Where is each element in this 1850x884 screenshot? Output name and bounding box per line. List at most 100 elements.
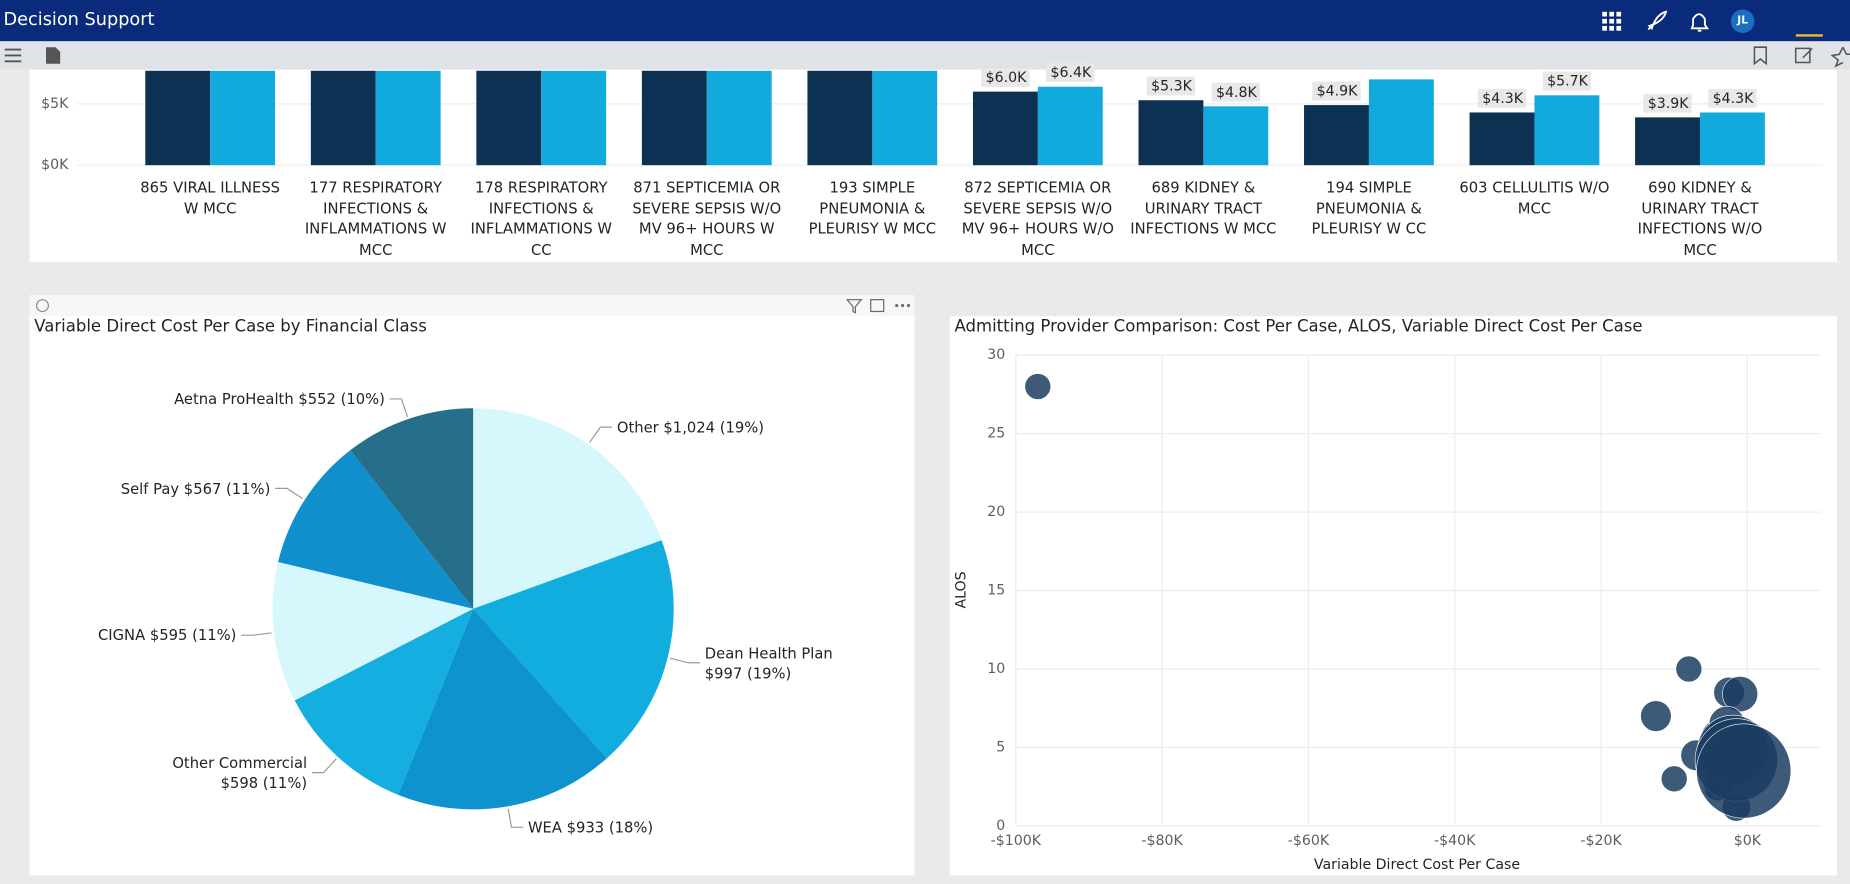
chart-title: Admitting Provider Comparison: Cost Per … — [954, 317, 1643, 337]
data-label: $6.4K — [1051, 65, 1092, 81]
x-tick-label: -$100K — [991, 833, 1042, 849]
chart-title: Variable Direct Cost Per Case by Financi… — [34, 317, 427, 337]
visual-header — [29, 294, 915, 317]
app-header: Decision Support JL — [0, 0, 1850, 42]
slice-label: Other Commercial $598 (11%) — [172, 753, 308, 792]
slice-label: Other $1,024 (19%) — [616, 418, 765, 436]
leader-line — [275, 487, 304, 500]
slice-label: Aetna ProHealth $552 (10%) — [174, 390, 385, 408]
x-tick-label: 865 VIRAL ILLNESS W MCC — [140, 178, 281, 217]
y-tick-label: 20 — [987, 504, 1005, 520]
leader-line — [311, 758, 337, 774]
pie-slice — [272, 561, 474, 701]
rocket-icon[interactable] — [1647, 10, 1668, 31]
bar — [972, 91, 1038, 166]
bar — [1534, 95, 1600, 166]
data-label-box — [1643, 93, 1692, 113]
data-label: $5.3K — [1151, 79, 1192, 95]
y-tick-label: 0 — [996, 818, 1005, 834]
leader-line — [669, 657, 701, 664]
data-label: $4.9K — [1317, 84, 1358, 100]
header-icons — [1602, 10, 1823, 37]
leader-line — [389, 398, 409, 417]
x-tick-label: $0K — [1734, 833, 1762, 849]
x-tick-label: 177 RESPIRATORY INFECTIONS & INFLAMMATIO… — [304, 178, 447, 258]
pie-slice — [398, 608, 607, 810]
data-label: $3.9K — [1648, 96, 1689, 112]
x-tick-label: -$80K — [1141, 833, 1183, 849]
edit-icon[interactable] — [1794, 47, 1813, 64]
focus-icon[interactable] — [870, 299, 885, 313]
pie-slice — [294, 608, 474, 795]
bar — [706, 70, 772, 166]
leader-line — [589, 426, 613, 443]
x-tick-label: 689 KIDNEY & URINARY TRACT INFECTIONS W … — [1130, 178, 1277, 238]
data-label-box — [1211, 82, 1261, 102]
avatar[interactable]: JL — [1730, 9, 1755, 34]
bars — [145, 70, 1765, 166]
bar — [1138, 100, 1204, 166]
apps-icon[interactable] — [1602, 11, 1622, 31]
scatter-panel — [949, 316, 1838, 876]
info-icon[interactable] — [35, 299, 49, 313]
data-label-box — [1046, 63, 1095, 83]
data-label: $4.3K — [1482, 91, 1523, 107]
y-tick-label: $5K — [41, 96, 69, 112]
x-tick-label: -$20K — [1580, 833, 1622, 849]
data-label-box — [1542, 71, 1592, 91]
bar — [1203, 106, 1269, 166]
bar — [807, 70, 873, 166]
bell-icon[interactable] — [1690, 13, 1710, 32]
data-label: $6.0K — [986, 70, 1027, 86]
x-axis-title: Variable Direct Cost Per Case — [1314, 857, 1520, 873]
y-tick-label: $0K — [41, 157, 69, 173]
y-tick-label: 10 — [987, 661, 1005, 677]
bar — [476, 70, 542, 166]
x-tick-label: 194 SIMPLE PNEUMONIA & PLEURISY W CC — [1311, 178, 1427, 238]
bar — [872, 70, 938, 166]
x-tick-label: 603 CELLULITIS W/O MCC — [1459, 178, 1610, 217]
bar — [641, 70, 707, 166]
data-label-box — [981, 68, 1030, 87]
bubble — [1660, 765, 1688, 793]
y-tick-label: 25 — [987, 426, 1005, 442]
bar — [375, 70, 441, 166]
bar — [310, 70, 376, 166]
x-tick-label: -$60K — [1288, 833, 1330, 849]
bubble — [1024, 373, 1052, 400]
page-icon[interactable] — [46, 47, 61, 64]
more-icon[interactable] — [895, 304, 911, 308]
bubble — [1640, 700, 1672, 732]
leader-line — [241, 632, 272, 636]
bar — [1699, 112, 1765, 166]
data-label: $4.8K — [1216, 85, 1257, 101]
data-label-box — [1312, 81, 1361, 101]
x-tick-label: 690 KIDNEY & URINARY TRACT INFECTIONS W/… — [1637, 178, 1763, 258]
x-tick-label: 871 SEPTICEMIA OR SEVERE SEPSIS W/O MV 9… — [632, 178, 782, 258]
data-label-box — [1708, 88, 1757, 108]
bubble — [1696, 723, 1792, 819]
bookmark-icon[interactable] — [1753, 46, 1768, 66]
slice-label: Self Pay $567 (11%) — [120, 479, 271, 498]
data-label: $4.3K — [1713, 91, 1754, 107]
bubble — [1675, 655, 1703, 683]
star-icon[interactable] — [1830, 46, 1850, 68]
bar — [541, 70, 607, 166]
toolbar-icons — [4, 46, 1850, 68]
pie-slice — [473, 408, 662, 609]
y-tick-label: 30 — [987, 347, 1005, 363]
filter-icon[interactable] — [845, 299, 863, 314]
bar — [210, 70, 276, 166]
menu-icon[interactable] — [4, 48, 22, 63]
data-label-box — [1477, 88, 1527, 108]
x-tick-label: 193 SIMPLE PNEUMONIA & PLEURISY W MCC — [808, 178, 937, 238]
x-tick-label: 178 RESPIRATORY INFECTIONS & INFLAMMATIO… — [470, 178, 613, 258]
leader-line — [507, 808, 524, 828]
x-tick-label: -$40K — [1434, 833, 1476, 849]
toolbar — [0, 41, 1850, 70]
data-label-box — [1146, 76, 1196, 96]
bar — [1469, 112, 1535, 166]
bar — [1368, 79, 1434, 166]
